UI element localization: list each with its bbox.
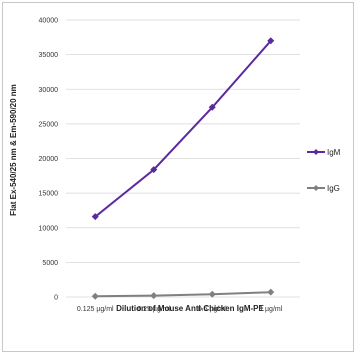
igm-point <box>150 166 158 174</box>
x-tick-labels: 0.125 µg/ml 0.25 µg/ml 0.5 µg/ml 1 µg/ml <box>77 306 283 313</box>
igm-point <box>91 213 99 221</box>
x-tick-label: 0.25 µg/ml <box>137 306 170 313</box>
y-tick-label: 20000 <box>39 156 59 163</box>
series-lines <box>94 40 272 298</box>
y-tick-label: 15000 <box>39 191 59 198</box>
gridlines <box>66 19 300 298</box>
x-tick-label: 0.125 µg/ml <box>77 306 114 313</box>
y-tick-label: 25000 <box>39 121 59 128</box>
legend: IgM IgG <box>307 148 341 193</box>
igg-point <box>267 288 275 296</box>
igg-legend-label: IgG <box>327 184 340 193</box>
y-tick-label: 35000 <box>39 52 59 59</box>
x-tick-label: 0.5 µg/ml <box>198 306 227 313</box>
igg-point <box>91 292 99 300</box>
y-tick-labels: 0 5000 10000 15000 20000 25000 30000 35000 40000 <box>39 18 59 302</box>
igg-point <box>208 290 216 298</box>
y-tick-label: 40000 <box>39 18 59 25</box>
series-points <box>91 37 275 300</box>
y-axis-title: Flat Ex-540/25 nm & Em-590/20 nm <box>9 84 18 216</box>
igg-point <box>150 292 158 300</box>
igm-point <box>267 37 275 45</box>
igm-legend-label: IgM <box>327 148 341 157</box>
x-axis-title: Dilution of Mouse Anti-Chicken IgM-PE <box>116 304 264 313</box>
igm-line <box>94 40 272 218</box>
chart-frame <box>2 2 354 352</box>
y-tick-label: 30000 <box>39 87 59 94</box>
igm-legend-marker <box>313 149 319 155</box>
igg-line <box>95 291 271 298</box>
igg-legend-marker <box>313 185 319 191</box>
y-tick-label: 0 <box>54 295 58 302</box>
x-tick-label: 1 µg/ml <box>259 306 283 313</box>
y-tick-label: 5000 <box>42 260 58 267</box>
y-tick-label: 10000 <box>39 225 59 232</box>
igm-point <box>208 103 216 111</box>
